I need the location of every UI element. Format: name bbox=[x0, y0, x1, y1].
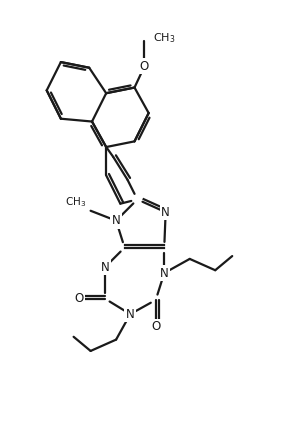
Text: N: N bbox=[161, 206, 170, 219]
Text: O: O bbox=[140, 60, 149, 73]
Text: O: O bbox=[75, 292, 84, 305]
Text: N: N bbox=[126, 308, 135, 320]
Text: CH$_3$: CH$_3$ bbox=[153, 31, 175, 45]
Text: N: N bbox=[112, 214, 120, 227]
Text: N: N bbox=[100, 261, 109, 274]
Text: O: O bbox=[151, 320, 160, 333]
Text: N: N bbox=[160, 266, 169, 279]
Text: CH$_3$: CH$_3$ bbox=[65, 195, 86, 209]
